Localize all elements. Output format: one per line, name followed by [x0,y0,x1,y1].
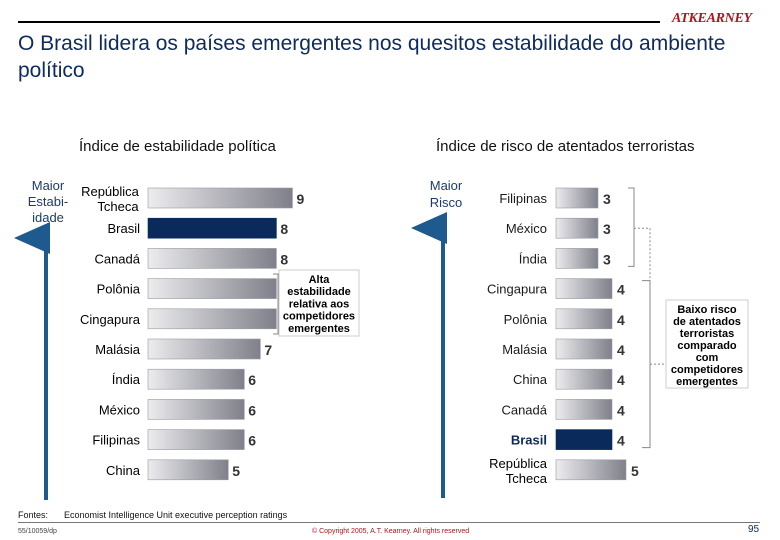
right-category-label: China [513,372,548,387]
left-annotation-text: estabilidade [287,286,351,298]
left-value-label: 8 [280,221,288,237]
right-annotation-text: competidores [671,364,743,376]
right-category-label: Canadá [501,402,547,417]
right-value-label: 3 [603,251,611,267]
left-value-label: 5 [232,463,240,479]
left-bar [147,248,277,269]
left-annotation-bracket [273,273,279,335]
left-category-label: Malásia [95,342,141,357]
left-category-label: República [81,184,140,199]
right-category-label: Tcheca [506,471,548,486]
right-value-label: 4 [617,433,625,449]
right-annotation-text: emergentes [676,376,738,388]
right-category-label: Brasil [511,433,547,448]
right-category-label: Polônia [504,312,548,327]
right-annotation-text: Baixo risco [677,304,737,316]
page-number: 95 [748,524,760,535]
right-category-label: Malásia [502,342,548,357]
right-bar [555,399,613,420]
right-annotation-text: com [696,352,719,364]
copyright: © Copyright 2005, A.T. Kearney. All righ… [312,528,470,535]
left-value-label: 8 [280,251,288,267]
left-category-label: Índia [112,372,141,387]
right-annotation-text: terroristas [680,328,734,340]
right-chart-title: Índice de risco de atentados terroristas [436,138,695,155]
left-annotation-text: relativa aos [289,298,350,310]
header-rule [18,21,660,23]
left-bar [147,187,293,209]
right-axis-label: Risco [430,195,463,210]
left-axis-label: idade [32,210,64,225]
right-bar [555,338,613,360]
left-category-label: Canadá [94,251,140,266]
left-bar [147,308,277,330]
right-axis-label: Maior [430,178,463,193]
sources-note: Fontes: Economist Intelligence Unit execu… [18,510,287,520]
right-bracket-low [628,187,635,267]
right-category-label: México [506,221,547,236]
right-category-label: Cingapura [487,282,548,297]
left-bar [147,338,261,360]
sources-label: Fontes: [18,510,49,520]
right-annotation-box [665,299,749,389]
left-bar [147,429,245,450]
right-value-label: 4 [617,282,625,298]
right-bar [555,187,599,209]
right-category-label: Filipinas [499,191,547,206]
right-annotation-text: comparado [677,340,737,352]
left-chart-title: Índice de estabilidade política [79,138,276,155]
right-category-label: República [489,456,548,471]
right-value-label: 4 [617,342,625,358]
right-value-label: 4 [617,312,625,328]
left-annotation-text: emergentes [288,323,350,335]
left-annotation-box [278,269,360,337]
left-category-label: Filipinas [92,433,140,448]
left-bar [147,278,277,299]
page-title: O Brasil lidera os países emergentes nos… [18,32,726,82]
right-bar [555,217,599,239]
document-code: 55/10059/dp [18,528,57,535]
left-value-label: 6 [248,372,256,388]
right-annotation-text: de atentados [673,316,741,328]
left-value-label: 9 [296,191,304,207]
left-bar [147,217,277,239]
right-bracket-connector [634,227,651,281]
right-bar [555,368,613,390]
right-bar [555,248,599,269]
right-value-label: 4 [617,372,625,388]
brand-logo: ATKEARNEY [672,11,752,26]
right-value-label: 3 [603,221,611,237]
left-value-label: 6 [248,402,256,418]
left-bar [147,399,245,420]
left-category-label: Brasil [107,221,140,236]
left-annotation-text: competidores [283,311,355,323]
left-category-label: Polônia [97,282,141,297]
footer-rule [18,522,760,523]
right-bar [555,278,613,299]
right-category-label: Índia [519,251,548,266]
sources-text: Economist Intelligence Unit executive pe… [64,510,288,520]
right-value-label: 4 [617,402,625,418]
left-category-label: Tcheca [97,199,139,214]
left-category-label: China [106,463,141,478]
left-value-label: 6 [248,433,256,449]
left-axis-label: Estabi- [28,194,68,209]
right-bar [555,429,613,450]
left-category-label: Cingapura [80,312,141,327]
left-axis-label: Maior [32,178,65,193]
right-value-label: 5 [631,463,639,479]
left-value-label: 7 [264,342,272,358]
left-bar [147,459,229,481]
left-category-label: México [99,402,140,417]
left-bar [147,368,245,390]
left-annotation-text: Alta [309,274,331,286]
right-bar [555,459,627,481]
right-bracket-mid [642,280,651,449]
right-value-label: 3 [603,191,611,207]
right-bar [555,308,613,330]
